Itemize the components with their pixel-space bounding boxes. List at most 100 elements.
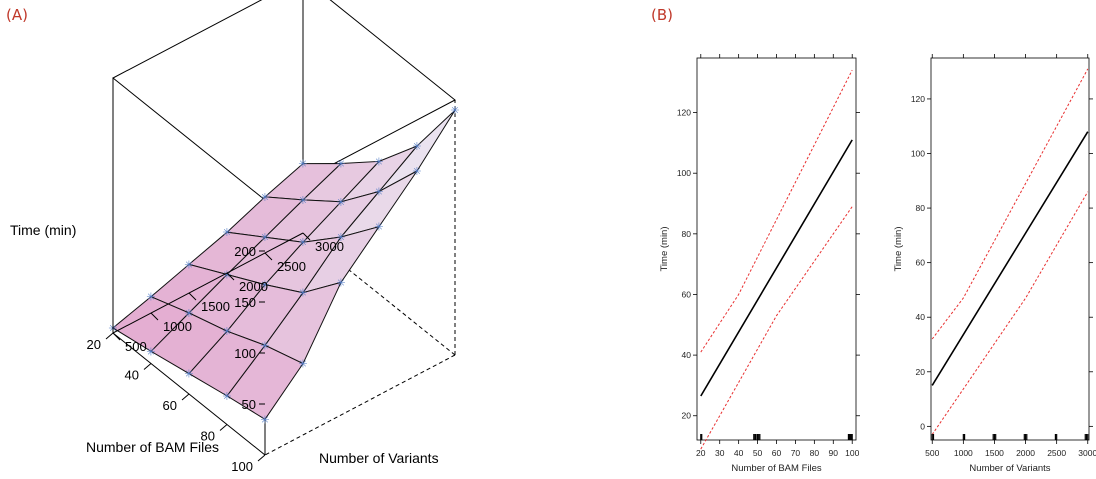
surface-point: ✳ bbox=[146, 345, 155, 358]
y-tick-label: 60 bbox=[163, 398, 177, 413]
x-tick-label: 500 bbox=[925, 448, 939, 458]
upper-band-line bbox=[700, 69, 853, 353]
y-tick-label: 80 bbox=[201, 429, 215, 444]
x-tick-label: 2000 bbox=[239, 279, 268, 294]
panel-a-label: (A) bbox=[6, 6, 28, 24]
y-tick-label: 0 bbox=[920, 421, 925, 431]
y-tick-label: 40 bbox=[682, 350, 692, 360]
surface-point: ✳ bbox=[184, 368, 193, 381]
x-tick-label: 100 bbox=[845, 448, 859, 458]
surface-point: ✳ bbox=[260, 339, 269, 352]
y-tick-label: 100 bbox=[231, 459, 253, 474]
x-tick-label: 80 bbox=[810, 448, 820, 458]
fit-line bbox=[931, 131, 1089, 386]
y-tick-label: 120 bbox=[677, 108, 691, 118]
box-top bbox=[112, 0, 456, 201]
y-tick-label: 20 bbox=[916, 367, 926, 377]
x-tick bbox=[226, 272, 235, 281]
z-tick-label: 50 bbox=[242, 397, 256, 412]
x-tick-label: 2500 bbox=[277, 259, 306, 274]
x-tick-label: 90 bbox=[829, 448, 839, 458]
lower-band-line bbox=[931, 191, 1089, 435]
y-tick bbox=[219, 424, 228, 431]
x-tick bbox=[188, 292, 197, 301]
x-tick bbox=[150, 312, 159, 321]
x-axis-label: Number of Variants bbox=[969, 463, 1050, 474]
x-tick-label: 3000 bbox=[315, 239, 344, 254]
y-tick-label: 100 bbox=[911, 149, 925, 159]
surface-point: ✳ bbox=[146, 291, 155, 304]
surface-point: ✳ bbox=[298, 194, 307, 207]
upper-band-line bbox=[931, 68, 1089, 340]
surface-point: ✳ bbox=[374, 155, 383, 168]
x-tick-label: 500 bbox=[125, 339, 147, 354]
surface-point: ✳ bbox=[184, 258, 193, 271]
z-axis-label: Time (min) bbox=[10, 222, 76, 238]
fit-line bbox=[700, 139, 853, 397]
surface-point: ✳ bbox=[222, 390, 231, 403]
x-tick-label: 2500 bbox=[1047, 448, 1066, 458]
surface-point: ✳ bbox=[260, 191, 269, 204]
x-tick-label: 1000 bbox=[954, 448, 973, 458]
surface-point: ✳ bbox=[412, 165, 421, 178]
y-tick-label: 60 bbox=[916, 258, 926, 268]
z-tick-label: 200 bbox=[234, 244, 256, 259]
surface-point: ✳ bbox=[222, 325, 231, 338]
x-tick-label: 50 bbox=[753, 448, 763, 458]
x-tick-label: 60 bbox=[772, 448, 782, 458]
x-tick bbox=[264, 252, 273, 261]
z-tick-label: 100 bbox=[234, 346, 256, 361]
x-axis-label: Number of Variants bbox=[319, 450, 439, 466]
x-tick-label: 30 bbox=[715, 448, 725, 458]
y-tick-label: 40 bbox=[916, 312, 926, 322]
lower-band-line bbox=[700, 206, 853, 450]
y-axis-label: Number of BAM Files bbox=[86, 439, 219, 455]
x-tick-label: 3000 bbox=[1078, 448, 1096, 458]
x-tick bbox=[112, 332, 121, 341]
x-tick-label: 1500 bbox=[201, 299, 230, 314]
z-tick-label: 150 bbox=[234, 295, 256, 310]
x-tick-label: 70 bbox=[791, 448, 801, 458]
surface-plot: ✳✳✳✳✳✳✳✳✳✳✳✳✳✳✳✳✳✳✳✳✳✳✳✳✳✳✳✳✳✳5001000150… bbox=[10, 0, 460, 474]
y-tick bbox=[105, 332, 114, 340]
x-tick-label: 1000 bbox=[163, 319, 192, 334]
surface-point: ✳ bbox=[222, 269, 231, 282]
surface-point: ✳ bbox=[298, 158, 307, 171]
panel-b-label: (B) bbox=[651, 6, 673, 24]
surface-point: ✳ bbox=[450, 104, 459, 117]
y-tick-label: 100 bbox=[677, 168, 691, 178]
surface-point: ✳ bbox=[336, 276, 345, 289]
surface-point: ✳ bbox=[336, 158, 345, 171]
x-tick-label: 1500 bbox=[985, 448, 1004, 458]
y-axis-label: Time (min) bbox=[893, 226, 904, 271]
surface-facet bbox=[112, 296, 190, 352]
x-tick bbox=[302, 232, 311, 241]
box-hidden-edge bbox=[264, 354, 456, 456]
surface-point: ✳ bbox=[260, 231, 269, 244]
x-tick-label: 40 bbox=[734, 448, 744, 458]
plot-frame bbox=[696, 57, 857, 441]
y-tick-label: 60 bbox=[682, 289, 692, 299]
surface-point: ✳ bbox=[374, 186, 383, 199]
y-tick bbox=[181, 393, 190, 401]
surface-point: ✳ bbox=[222, 226, 231, 239]
surface-point: ✳ bbox=[336, 231, 345, 244]
plot-frame bbox=[930, 57, 1090, 441]
bam-effect-plot: 20 30 40 50 60 70 80 90 100 20 40 60 80 100 120 Number … bbox=[659, 54, 860, 474]
surface-point: ✳ bbox=[260, 279, 269, 292]
variants-effect-plot: 500 1000 1500 2000 2500 3000 0 20 40 60 80 100 120 Nu… bbox=[893, 54, 1096, 474]
surface-point: ✳ bbox=[184, 307, 193, 320]
y-tick-label: 120 bbox=[911, 94, 925, 104]
surface-point: ✳ bbox=[298, 287, 307, 300]
y-tick-label: 40 bbox=[125, 368, 139, 383]
y-tick-label: 20 bbox=[682, 411, 692, 421]
y-tick-label: 80 bbox=[916, 203, 926, 213]
surface-point: ✳ bbox=[412, 140, 421, 153]
y-tick bbox=[257, 454, 266, 462]
surface-point: ✳ bbox=[298, 236, 307, 249]
y-axis-label: Time (min) bbox=[659, 226, 670, 271]
x-axis-label: Number of BAM Files bbox=[731, 463, 822, 474]
y-tick bbox=[143, 363, 152, 370]
surface-point: ✳ bbox=[374, 221, 383, 234]
